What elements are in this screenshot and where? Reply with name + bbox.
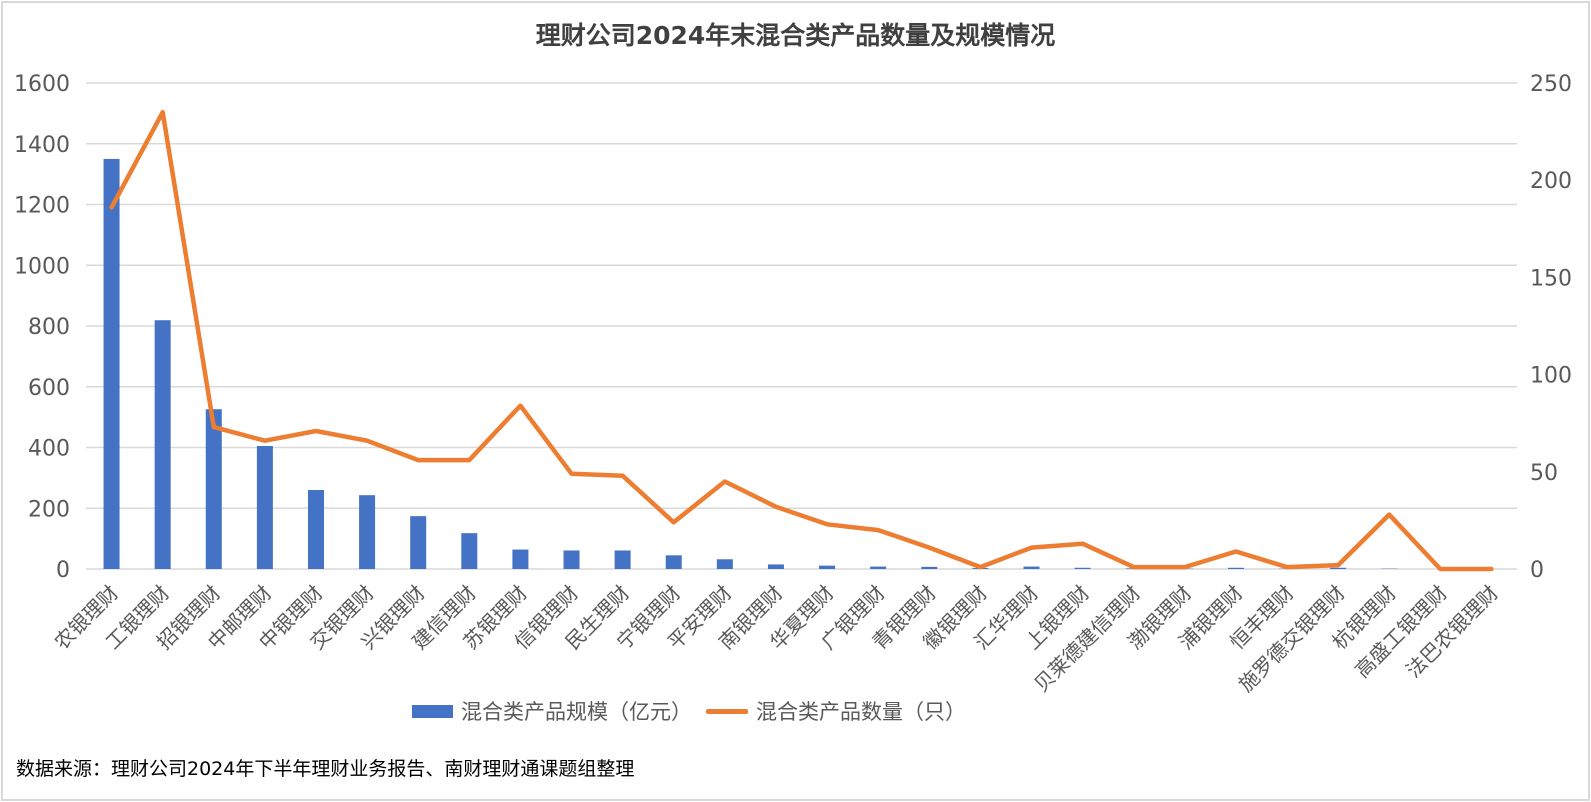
right-axis-tick-label: 250 — [1530, 72, 1572, 97]
right-axis-tick-label: 200 — [1530, 169, 1572, 194]
left-axis-tick-label: 600 — [28, 376, 70, 401]
bar — [716, 559, 733, 569]
bar — [767, 564, 784, 569]
left-axis-tick-label: 1400 — [14, 133, 70, 158]
bar — [1330, 567, 1347, 569]
bar — [512, 549, 529, 569]
chart-title: 理财公司2024年末混合类产品数量及规模情况 — [535, 21, 1056, 50]
legend-line-swatch — [706, 708, 748, 714]
bar — [665, 555, 682, 569]
legend-item-line: 混合类产品数量（只） — [706, 696, 966, 726]
bar — [1023, 566, 1040, 569]
bar — [256, 445, 273, 569]
bar — [563, 550, 580, 569]
count-line — [109, 109, 1494, 572]
bar — [870, 566, 887, 569]
bar — [359, 495, 376, 569]
left-axis-tick-label: 1000 — [14, 254, 70, 279]
bar — [1074, 567, 1091, 569]
left-axis-tick-label: 1200 — [14, 194, 70, 219]
right-axis-tick-label: 100 — [1530, 364, 1572, 389]
left-axis-tick-label: 800 — [28, 315, 70, 340]
right-axis-tick-label: 150 — [1530, 266, 1572, 291]
bar — [614, 550, 631, 569]
legend-item-bar: 混合类产品规模（亿元） — [412, 696, 692, 726]
bar — [461, 533, 478, 569]
left-axis-tick-label: 400 — [28, 437, 70, 462]
bar — [921, 566, 938, 569]
bar — [205, 409, 222, 569]
left-axis-tick-label: 0 — [56, 558, 70, 583]
legend: 混合类产品规模（亿元） 混合类产品数量（只） — [412, 696, 980, 726]
legend-bar-label: 混合类产品规模（亿元） — [461, 700, 692, 724]
bar — [819, 565, 836, 569]
left-axis-tick-label: 200 — [28, 497, 70, 522]
bar — [103, 158, 120, 569]
right-axis-tick-label: 50 — [1530, 461, 1558, 486]
right-axis-tick-label: 0 — [1530, 558, 1544, 583]
bar — [1227, 567, 1244, 569]
source-note: 数据来源：理财公司2024年下半年理财业务报告、南财理财通课题组整理 — [16, 758, 635, 780]
legend-line-label: 混合类产品数量（只） — [756, 700, 966, 724]
legend-bar-swatch — [412, 704, 453, 718]
left-axis-tick-label: 1600 — [14, 72, 70, 97]
bar — [154, 320, 171, 569]
bar — [307, 490, 324, 569]
bar — [410, 516, 427, 569]
